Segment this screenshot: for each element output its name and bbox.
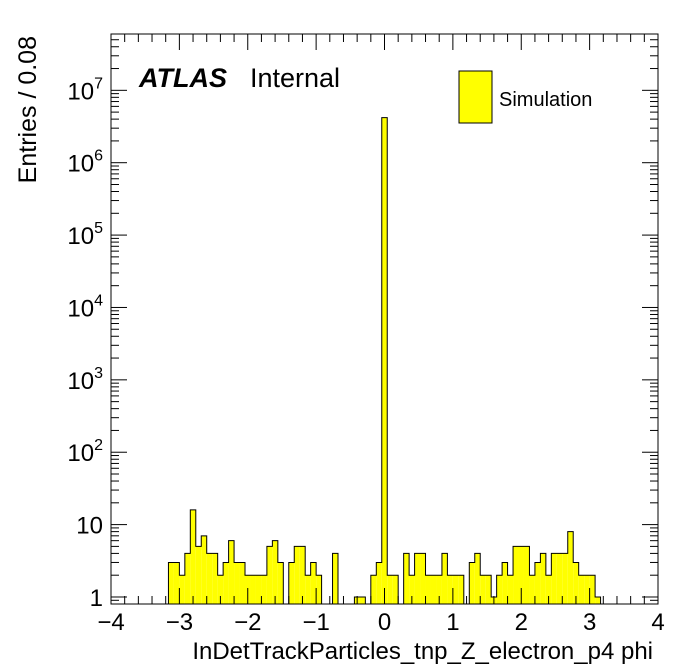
histogram-bar [403, 553, 410, 604]
histogram-bar [452, 575, 459, 604]
status-label: Internal [250, 63, 340, 93]
histogram-bar [578, 575, 585, 604]
histogram-bar [502, 562, 508, 604]
histogram-bar [359, 596, 366, 604]
y-tick-label: 105 [67, 220, 103, 250]
histogram-bar [474, 553, 481, 604]
histogram-bar [179, 575, 185, 604]
histogram-bar [299, 546, 306, 604]
histogram-bar [431, 575, 437, 604]
histogram-bar [584, 575, 590, 604]
x-tick-label: 1 [446, 609, 459, 636]
histogram-outline [167, 117, 602, 604]
histogram-bar [507, 575, 514, 604]
histogram-bar [436, 575, 442, 604]
histogram-bar [223, 562, 229, 604]
histogram-bar [234, 562, 240, 604]
histogram-bar [381, 117, 388, 604]
histogram-bar [447, 575, 453, 604]
histogram-bar [392, 575, 399, 604]
x-tick-label: −3 [166, 609, 193, 636]
y-tick-label: 10 [76, 513, 103, 540]
histogram-bar [551, 553, 557, 604]
y-axis-label: Entries / 0.08 [14, 36, 42, 183]
legend-swatch-simulation [458, 70, 493, 124]
histogram-bar [545, 575, 552, 604]
y-tick-labels: 1 10 102 103 104 105 106 107 [67, 75, 103, 612]
histogram-bar [513, 546, 519, 604]
histogram-bar [540, 553, 546, 604]
histogram-bar [184, 553, 191, 604]
histogram-bar [288, 562, 295, 604]
histogram-bar [195, 546, 202, 604]
histogram-bar [409, 575, 415, 604]
histogram-bar [173, 562, 180, 604]
y-tick-label: 103 [67, 365, 103, 395]
histogram-bar [420, 553, 426, 604]
histogram-bar [518, 546, 524, 604]
histogram-bar [332, 553, 339, 604]
atlas-label: ATLAS [138, 63, 227, 93]
y-tick-label: 1 [90, 585, 103, 612]
histogram-bar [310, 562, 317, 604]
x-tick-labels: −4 −3 −2 −1 0 1 2 3 4 [97, 609, 664, 636]
histogram-bar [305, 575, 311, 604]
histogram-bar [228, 540, 235, 604]
y-tick-label: 104 [67, 292, 103, 322]
histogram-bar [294, 546, 300, 604]
histogram-bar [206, 553, 213, 604]
y-tick-label: 107 [67, 75, 103, 105]
histogram-bar [595, 596, 601, 604]
x-tick-label: −4 [97, 609, 124, 636]
x-tick-label: 3 [583, 609, 596, 636]
histogram-bar [239, 562, 246, 604]
histogram-bar [480, 575, 486, 604]
histogram-bar [387, 575, 393, 604]
histogram-bars [167, 117, 602, 604]
histogram-bar [534, 562, 541, 604]
histogram-bar [496, 575, 503, 604]
x-tick-label: −1 [302, 609, 329, 636]
histogram-bar [556, 553, 563, 604]
y-tick-label: 102 [67, 437, 103, 467]
histogram-bar [458, 575, 464, 604]
histogram-bar [370, 575, 377, 604]
histogram-bar [277, 562, 284, 604]
histogram-bar [212, 553, 218, 604]
histogram-bar [272, 540, 278, 604]
y-tick-label: 106 [67, 148, 103, 178]
histogram-bar [217, 575, 224, 604]
histogram-bar [201, 535, 207, 604]
x-tick-label: 4 [651, 609, 664, 636]
histogram-bar [523, 546, 530, 604]
histogram-bar [529, 575, 535, 604]
histogram-bar [485, 575, 492, 604]
histogram-bar [469, 562, 475, 604]
x-tick-label: 2 [515, 609, 528, 636]
legend: Simulation [458, 70, 592, 124]
x-tick-label: −2 [234, 609, 261, 636]
legend-label-simulation: Simulation [499, 89, 592, 111]
histogram-bar [414, 553, 421, 604]
histogram-bar [573, 562, 579, 604]
histogram-bar [190, 509, 196, 604]
histogram-bar [376, 562, 382, 604]
histogram-bar [168, 562, 174, 604]
x-axis-label: InDetTrackParticles_tnp_Z_electron_p4 ph… [192, 638, 653, 665]
histogram-bar [266, 546, 273, 604]
histogram-bar [250, 575, 256, 604]
histogram-bar [441, 553, 448, 604]
histogram-bar [589, 575, 596, 604]
axis-ticks [110, 33, 659, 605]
histogram-bar [562, 553, 568, 604]
histogram-bar [255, 575, 262, 604]
x-tick-label: 0 [378, 609, 391, 636]
histogram-bar [261, 575, 267, 604]
histogram-bar [425, 575, 431, 604]
histogram-bar [316, 575, 322, 604]
histogram-bar [567, 531, 574, 604]
